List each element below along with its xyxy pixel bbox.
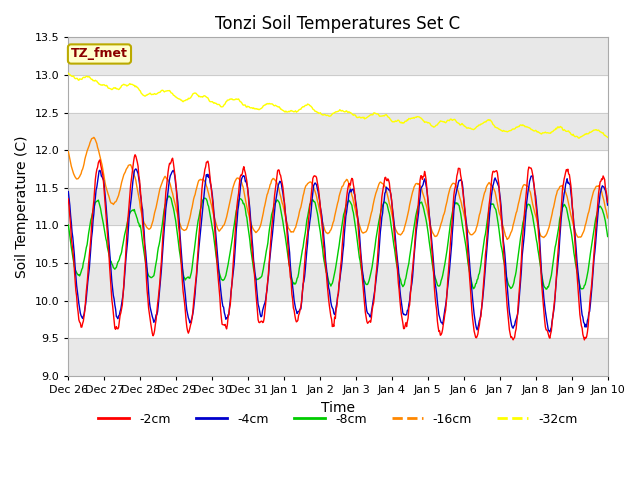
Text: TZ_fmet: TZ_fmet	[71, 48, 128, 60]
Bar	[68, 338, 607, 376]
X-axis label: Time: Time	[321, 400, 355, 415]
Title: Tonzi Soil Temperatures Set C: Tonzi Soil Temperatures Set C	[216, 15, 461, 33]
Bar	[68, 263, 607, 300]
Legend: -2cm, -4cm, -8cm, -16cm, -32cm: -2cm, -4cm, -8cm, -16cm, -32cm	[93, 408, 583, 431]
Bar	[68, 113, 607, 150]
Bar	[68, 188, 607, 226]
Y-axis label: Soil Temperature (C): Soil Temperature (C)	[15, 135, 29, 278]
Bar	[68, 37, 607, 75]
